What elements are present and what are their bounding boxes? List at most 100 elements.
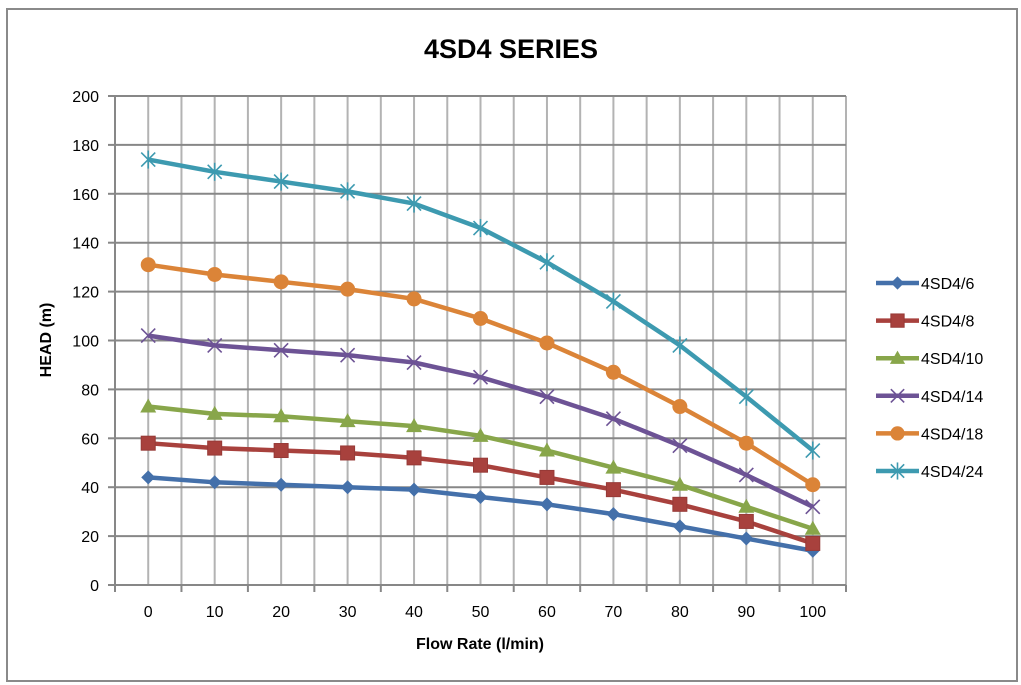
marker-square: [140, 435, 156, 451]
marker-triangle: [804, 520, 821, 535]
y-tick-label: 120: [72, 285, 99, 302]
legend-item: 4SD4/24: [876, 462, 983, 481]
series-4sd4-14: [140, 328, 821, 515]
series-4sd4-8: [140, 435, 821, 551]
legend-label: 4SD4/10: [921, 351, 983, 368]
x-tick-label: 40: [405, 604, 423, 621]
marker-triangle: [339, 413, 356, 428]
y-tick-label: 60: [81, 431, 99, 448]
marker-triangle: [273, 408, 290, 423]
marker-x: [738, 467, 754, 483]
marker-diamond: [141, 470, 156, 485]
marker-diamond: [207, 475, 222, 490]
marker-star: [406, 194, 422, 213]
marker-square: [273, 443, 289, 459]
marker-square: [539, 469, 555, 485]
marker-triangle: [472, 427, 489, 442]
marker-star: [472, 219, 489, 238]
legend-item: 4SD4/14: [876, 388, 983, 406]
axes: [108, 95, 847, 592]
marker-diamond: [539, 497, 554, 512]
marker-square: [406, 450, 422, 466]
marker-diamond: [473, 489, 488, 504]
marker-x: [273, 342, 289, 358]
marker-star: [340, 182, 356, 201]
marker-x-stroke: [805, 499, 821, 515]
marker-triangle: [738, 498, 755, 513]
marker-circle: [605, 364, 621, 380]
marker-star: [207, 162, 223, 181]
marker-triangle: [206, 405, 223, 420]
marker-triangle: [140, 398, 157, 413]
marker-x-stroke: [539, 389, 555, 405]
marker-x-stroke: [207, 337, 223, 353]
marker-circle: [473, 310, 488, 326]
marker-star: [738, 387, 754, 406]
marker-x-stroke: [605, 411, 621, 427]
legend-label: 4SD4/14: [921, 389, 983, 406]
marker-circle: [207, 266, 223, 282]
x-tick-label: 0: [144, 604, 153, 621]
marker-diamond: [606, 507, 621, 522]
y-tick-label: 180: [72, 138, 99, 155]
marker-triangle: [538, 442, 555, 457]
marker-star: [890, 462, 905, 480]
marker-square: [738, 513, 754, 529]
grid: [115, 95, 847, 586]
marker-x: [472, 369, 489, 385]
marker-x-stroke: [406, 354, 422, 371]
y-tick-label: 80: [81, 382, 99, 399]
marker-diamond: [407, 482, 422, 497]
marker-x: [605, 411, 621, 427]
series-4sd4-10: [140, 398, 821, 535]
marker-star: [605, 292, 621, 311]
marker-triangle: [605, 459, 622, 474]
chart-title: 4SD4 SERIES: [424, 34, 598, 64]
marker-circle: [672, 399, 688, 415]
x-tick-label: 60: [538, 604, 556, 621]
legend-item: 4SD4/8: [876, 313, 974, 331]
marker-star: [539, 253, 555, 272]
marker-circle: [273, 274, 289, 290]
marker-triangle: [671, 476, 688, 491]
marker-circle: [140, 257, 156, 273]
marker-x-stroke: [472, 369, 489, 385]
chart-frame: [6, 8, 1018, 682]
marker-square: [605, 482, 621, 498]
marker-circle: [890, 426, 905, 441]
marker-x: [406, 354, 422, 371]
marker-triangle: [889, 350, 906, 364]
marker-circle: [805, 477, 821, 493]
x-axis-label: Flow Rate (l/min): [416, 636, 544, 653]
series-4sd4-6: [141, 470, 820, 558]
x-tick-label: 10: [206, 604, 224, 621]
series-4sd4-18: [140, 257, 821, 493]
x-tick-label: 50: [472, 604, 490, 621]
legend-item: 4SD4/10: [876, 350, 983, 368]
marker-x: [539, 389, 555, 405]
marker-x-stroke: [890, 388, 905, 404]
y-tick-label: 20: [81, 529, 99, 546]
legend-item: 4SD4/6: [876, 276, 974, 293]
marker-square: [207, 440, 223, 456]
x-tick-labels: 0 10 20 30 40 50 60 70 80 90 100: [144, 604, 826, 621]
legend: 4SD4/6 4SD4/8 4SD4/10 4SD4/14 4SD4/18 4SD4/24: [876, 276, 983, 481]
marker-triangle: [406, 418, 423, 433]
marker-x-stroke: [273, 342, 289, 358]
legend-label: 4SD4/8: [921, 314, 974, 331]
marker-diamond: [672, 519, 687, 534]
x-tick-label: 20: [272, 604, 290, 621]
marker-square: [340, 445, 356, 461]
x-tick-label: 30: [339, 604, 357, 621]
legend-label: 4SD4/18: [921, 426, 983, 443]
marker-x: [340, 347, 356, 363]
x-tick-label: 80: [671, 604, 689, 621]
y-axis-label: HEAD (m): [38, 303, 55, 378]
marker-x: [140, 328, 156, 344]
y-tick-label: 200: [72, 89, 99, 106]
marker-square: [672, 496, 688, 512]
legend-item: 4SD4/18: [876, 426, 983, 443]
marker-x: [672, 438, 688, 454]
marker-x-stroke: [738, 467, 754, 483]
marker-x-stroke: [340, 347, 356, 363]
